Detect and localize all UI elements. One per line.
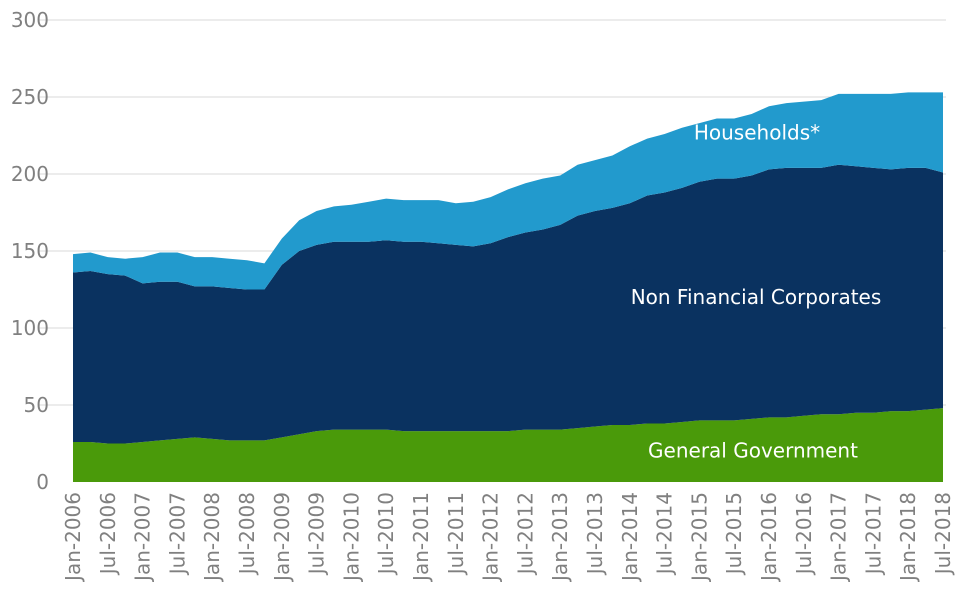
x-tick-label: Jan-2017 xyxy=(827,492,851,583)
x-tick-label: Jul-2014 xyxy=(653,492,677,576)
y-axis: 0 50 100 150 200 250 300 xyxy=(11,8,49,494)
series-label-non-financial-corporates: Non Financial Corporates xyxy=(631,285,882,309)
x-tick-label: Jul-2008 xyxy=(235,492,259,576)
y-tick-label: 100 xyxy=(11,316,49,340)
x-tick-label: Jan-2007 xyxy=(131,492,155,583)
x-tick-label: Jan-2006 xyxy=(61,492,85,583)
x-tick-label: Jan-2010 xyxy=(339,492,363,583)
y-tick-label: 150 xyxy=(11,239,49,263)
x-tick-label: Jan-2011 xyxy=(409,492,433,583)
x-axis: Jan-2006 Jul-2006 Jan-2007 Jul-2007 Jan-2008… xyxy=(61,492,955,583)
x-tick-label: Jul-2009 xyxy=(305,492,329,576)
x-tick-label: Jan-2014 xyxy=(618,492,642,583)
x-tick-label: Jan-2008 xyxy=(200,492,224,583)
y-tick-label: 250 xyxy=(11,85,49,109)
x-tick-label: Jul-2016 xyxy=(792,492,816,576)
series-areas xyxy=(73,92,943,482)
x-tick-label: Jul-2017 xyxy=(861,492,885,576)
x-tick-label: Jul-2018 xyxy=(931,492,955,576)
x-tick-label: Jan-2015 xyxy=(687,492,711,583)
x-tick-label: Jan-2016 xyxy=(757,492,781,583)
series-label-general-government: General Government xyxy=(648,438,858,462)
x-tick-label: Jul-2013 xyxy=(583,492,607,576)
x-tick-label: Jul-2011 xyxy=(444,492,468,576)
area-general-government xyxy=(73,408,943,482)
x-tick-label: Jul-2010 xyxy=(374,492,398,576)
x-tick-label: Jan-2009 xyxy=(270,492,294,583)
x-tick-label: Jul-2007 xyxy=(165,492,189,576)
x-tick-label: Jul-2006 xyxy=(96,492,120,576)
area-households xyxy=(73,92,943,290)
y-tick-label: 200 xyxy=(11,162,49,186)
series-labels: General Government Non Financial Corporat… xyxy=(631,120,882,462)
y-tick-label: 300 xyxy=(11,8,49,32)
x-tick-label: Jan-2013 xyxy=(548,492,572,583)
x-tick-label: Jan-2012 xyxy=(479,492,503,583)
x-tick-label: Jan-2018 xyxy=(896,492,920,583)
y-tick-label: 50 xyxy=(24,393,49,417)
area-non-financial-corporates xyxy=(73,164,943,444)
x-tick-label: Jul-2015 xyxy=(722,492,746,576)
y-tick-label: 0 xyxy=(36,470,49,494)
series-label-households: Households* xyxy=(694,120,820,144)
x-tick-label: Jul-2012 xyxy=(513,492,537,576)
